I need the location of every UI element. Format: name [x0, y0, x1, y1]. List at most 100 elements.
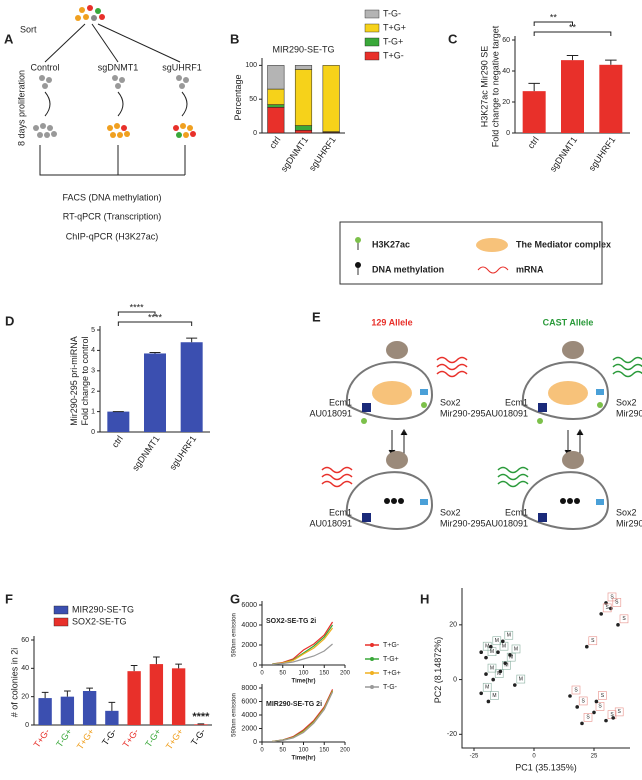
- x-tick-label: 25: [591, 754, 598, 760]
- sort-cluster: [75, 5, 105, 21]
- bar: [38, 698, 52, 725]
- error-bar: [566, 55, 579, 61]
- point: [616, 623, 620, 627]
- bracket: [533, 31, 612, 36]
- point: [609, 606, 613, 611]
- y-tick-label: 40: [21, 665, 29, 672]
- x-tick-label: 0: [260, 748, 264, 754]
- legend-swatch: [53, 605, 69, 615]
- y-tick-label: 0: [91, 429, 95, 436]
- panel-label: D: [5, 313, 14, 328]
- x-tick-label: T+G-: [32, 727, 52, 750]
- error-bar: [130, 665, 138, 672]
- mrna: [321, 466, 353, 474]
- methylation: [398, 498, 404, 504]
- label-box: [482, 682, 492, 692]
- legend-label: T-G-: [383, 8, 401, 18]
- point-label: S: [601, 693, 605, 699]
- panel-label: E: [312, 309, 321, 324]
- x-tick-label: ctrl: [110, 434, 125, 450]
- methylation: [560, 498, 566, 504]
- mrna: [436, 370, 468, 378]
- legend-label: T+G-: [383, 50, 404, 60]
- y-tick-label: 0: [253, 739, 257, 746]
- x-tick-label: 0: [260, 671, 264, 677]
- gene-label: Mir290-295: [616, 408, 642, 418]
- legend-swatch: [364, 9, 380, 19]
- significance: ****: [130, 302, 145, 312]
- label-box: [578, 696, 588, 706]
- significance: ****: [148, 312, 163, 322]
- x-tick-label: 50: [279, 671, 286, 677]
- gene-label: AU018091: [485, 518, 528, 528]
- bar: [144, 353, 166, 432]
- point-label: S: [582, 698, 586, 704]
- legend-text: DNA methylation: [372, 264, 444, 274]
- panel-label: G: [230, 591, 240, 606]
- point-label: M: [485, 685, 489, 691]
- bar: [60, 696, 75, 725]
- error-bar: [108, 701, 116, 711]
- bar: [561, 60, 584, 133]
- mrna: [321, 480, 353, 488]
- assay-label: RT-qPCR (Transcription): [63, 211, 162, 221]
- label-box: [619, 614, 629, 624]
- legend-swatch: [364, 37, 380, 47]
- panel-label: A: [4, 31, 14, 46]
- x-tick-label: sgUHRF1: [587, 135, 618, 173]
- point: [496, 650, 500, 655]
- gene-label: AU018091: [309, 408, 352, 418]
- mrna: [497, 466, 529, 474]
- y-tick-label: 60: [502, 37, 510, 44]
- point-label: S: [591, 638, 595, 644]
- x-tick-label: T+G+: [75, 727, 96, 752]
- mediator: [372, 381, 412, 405]
- x-tick-label: T-G-: [100, 727, 119, 747]
- x-tick-label: 100: [298, 671, 309, 677]
- point: [604, 601, 608, 605]
- x-axis-label: Time(hr): [292, 756, 316, 762]
- point: [604, 718, 608, 723]
- legend-label: T+G+: [383, 22, 406, 32]
- y-axis-label: Fold change to negative target: [490, 25, 500, 147]
- y-tick-label: 1: [91, 408, 95, 415]
- y-tick-label: 60: [21, 637, 29, 644]
- label-box: [612, 598, 622, 607]
- bar-segment: [294, 130, 313, 134]
- significance: ****: [192, 711, 210, 723]
- bar: [599, 64, 623, 133]
- group-label: sgUHRF1: [162, 62, 202, 72]
- chart-title: SOX2-SE-TG 2i: [266, 618, 316, 625]
- bar: [180, 342, 203, 432]
- point-label: S: [598, 704, 602, 710]
- x-tick-label: 0: [532, 754, 536, 760]
- mrna: [436, 363, 468, 371]
- y-axis-label: 590nm emission: [232, 693, 238, 737]
- point-label: S: [574, 687, 578, 693]
- bar: [82, 691, 97, 725]
- bar-segment: [294, 125, 313, 131]
- error-bar: [186, 337, 198, 343]
- mrna: [497, 473, 529, 481]
- point: [491, 677, 496, 682]
- x-tick-label: sgUHRF1: [167, 434, 198, 472]
- y-tick-label: 0: [253, 662, 257, 669]
- x-tick-label: 200: [340, 748, 351, 754]
- legend-swatch: [370, 643, 374, 647]
- point: [479, 691, 484, 696]
- x-tick-label: ctrl: [526, 135, 541, 151]
- bar: [171, 668, 186, 725]
- label-box: [490, 691, 499, 700]
- assay-label: ChIP-qPCR (H3K27ac): [66, 231, 159, 241]
- chromatin-loop: [345, 361, 434, 420]
- bar: [522, 91, 546, 133]
- line: [272, 643, 333, 665]
- y-tick-label: 20: [502, 99, 510, 106]
- point: [484, 672, 488, 676]
- point: [501, 639, 505, 644]
- error-bar: [86, 687, 93, 691]
- y-tick-label: 20: [21, 694, 29, 701]
- x-tick-label: ctrl: [267, 135, 282, 151]
- point: [508, 653, 512, 657]
